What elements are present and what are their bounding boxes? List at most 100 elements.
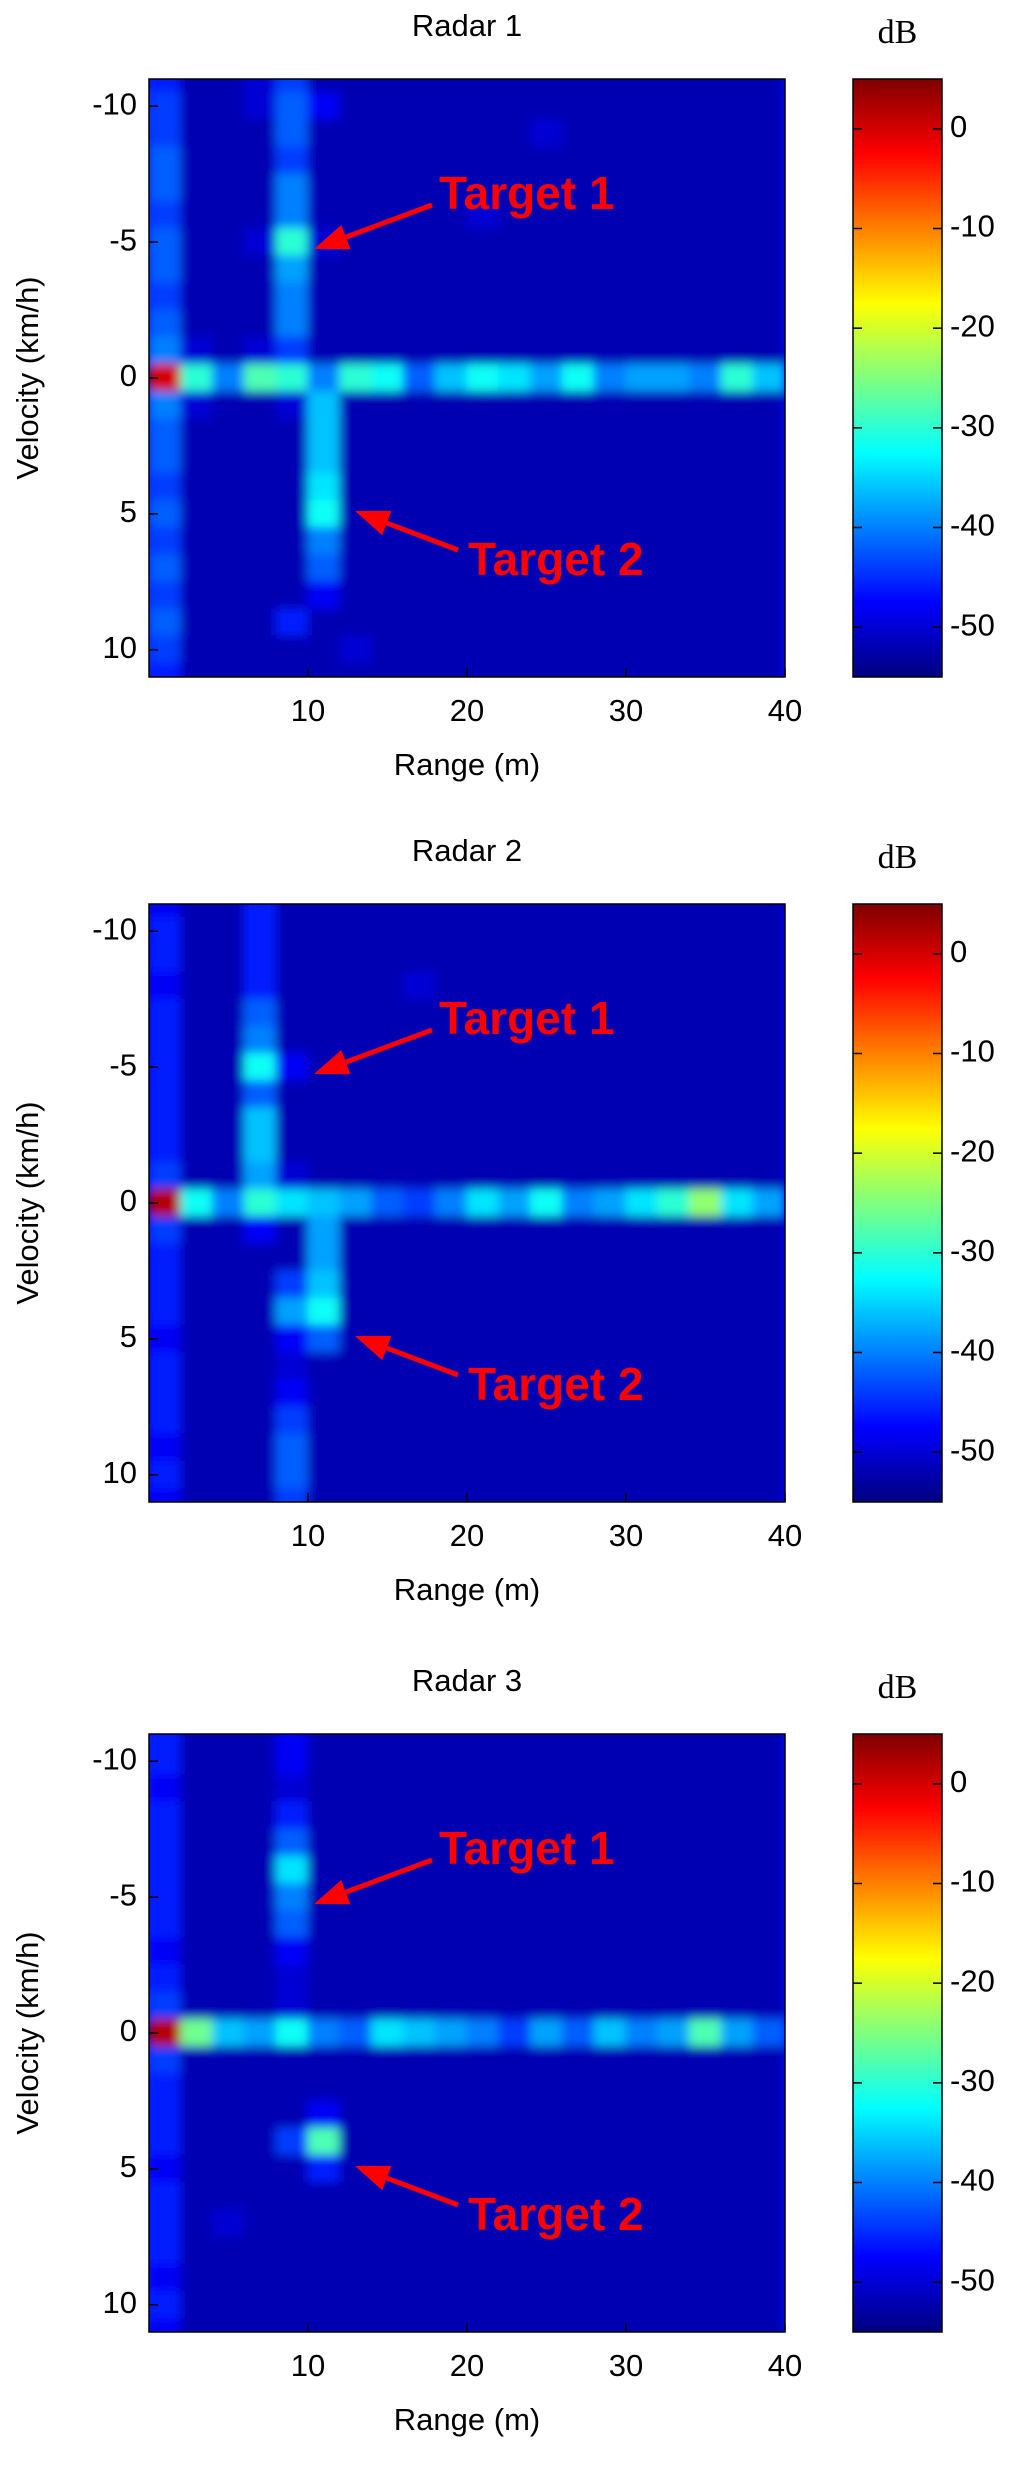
heatmap-cell (752, 2317, 785, 2332)
heatmap-cell (307, 554, 341, 583)
heatmap-cell (149, 119, 182, 148)
heatmap-cell (530, 1828, 563, 1857)
heatmap-cell (371, 228, 404, 257)
heatmap-cell (561, 499, 595, 528)
heatmap-cell (466, 608, 500, 637)
heatmap-cell (307, 1297, 341, 1326)
heatmap-cell (339, 2317, 373, 2332)
heatmap-cell (720, 635, 754, 664)
heatmap-cell (752, 635, 785, 664)
heatmap-cell (434, 1734, 468, 1749)
heatmap-cell (371, 309, 404, 338)
heatmap-cell (657, 1747, 691, 1776)
heatmap-cell (275, 309, 309, 338)
heatmap-cell (466, 2317, 500, 2332)
heatmap-cell (307, 2263, 341, 2292)
heatmap-cell (371, 472, 404, 501)
heatmap-cell (180, 2018, 214, 2048)
heatmap-cell (180, 2317, 214, 2332)
heatmap-cell (275, 2263, 309, 2292)
heatmap-cell (180, 2127, 214, 2156)
heatmap-cell (243, 1297, 277, 1326)
heatmap-cell (466, 2127, 500, 2156)
heatmap-cell (149, 944, 182, 973)
heatmap-cell (498, 2209, 532, 2238)
heatmap-cell (434, 1324, 468, 1353)
heatmap-cell (243, 363, 277, 393)
colorbar-tick-label: -20 (950, 1963, 995, 1998)
heatmap-cell (180, 2263, 214, 2292)
heatmap-cell (530, 1188, 563, 1218)
heatmap-cell (180, 1216, 214, 1245)
heatmap-cell (593, 1243, 627, 1272)
heatmap-cell (657, 1433, 691, 1462)
heatmap-cell (689, 336, 722, 365)
heatmap-cell (466, 998, 500, 1027)
heatmap-cell (689, 581, 722, 610)
heatmap-cell (530, 282, 563, 311)
heatmap-cell (561, 2290, 595, 2319)
heatmap-cell (339, 1433, 373, 1462)
heatmap-cell (402, 1937, 436, 1966)
heatmap-cell (498, 2263, 532, 2292)
colorbar (852, 78, 943, 678)
heatmap-cell (339, 1910, 373, 1939)
heatmap-cell (212, 971, 245, 1000)
heatmap-cell (530, 2100, 563, 2129)
heatmap-cell (720, 173, 754, 202)
heatmap-cell (752, 363, 785, 393)
heatmap-cell (625, 2209, 659, 2238)
heatmap-cell (561, 554, 595, 583)
heatmap-cell (180, 904, 214, 919)
annotation-arrowhead (355, 1335, 392, 1361)
heatmap-cell (212, 904, 245, 919)
heatmap-cell (530, 998, 563, 1027)
heatmap-cell (561, 79, 595, 94)
heatmap-cell (149, 1774, 182, 1803)
heatmap-cell (657, 1243, 691, 1272)
heatmap-cell (402, 363, 436, 393)
heatmap-cell (307, 418, 341, 447)
heatmap-cell (307, 2236, 341, 2265)
heatmap-cell (275, 2046, 309, 2075)
heatmap-cell (275, 635, 309, 664)
heatmap-cell (212, 527, 245, 556)
heatmap-cell (498, 391, 532, 420)
heatmap-cell (625, 1747, 659, 1776)
heatmap-cell (180, 336, 214, 365)
heatmap-cell (243, 2127, 277, 2156)
heatmap-cell (752, 2290, 785, 2319)
heatmap-cell (180, 282, 214, 311)
heatmap-cell (339, 1937, 373, 1966)
heatmap-cell (212, 2182, 245, 2211)
heatmap-cell (371, 554, 404, 583)
heatmap-cell (466, 527, 500, 556)
heatmap-cell (593, 2290, 627, 2319)
heatmap-cell (434, 1134, 468, 1163)
heatmap-cell (530, 336, 563, 365)
heatmap-cell (498, 1910, 532, 1939)
heatmap-cell (243, 200, 277, 229)
heatmap-cell (657, 445, 691, 474)
heatmap-cell (593, 200, 627, 229)
heatmap-cell (434, 1937, 468, 1966)
heatmap-cell (371, 662, 404, 677)
heatmap-cell (466, 79, 500, 94)
heatmap-cell (657, 1216, 691, 1245)
heatmap-cell (275, 1883, 309, 1912)
heatmap-cell (339, 472, 373, 501)
heatmap-cell (593, 418, 627, 447)
heatmap-cell (720, 1161, 754, 1190)
heatmap-cell (720, 2317, 754, 2332)
heatmap-cell (434, 472, 468, 501)
heatmap-cell (561, 173, 595, 202)
heatmap-cell (307, 2154, 341, 2183)
heatmap-cell (371, 2182, 404, 2211)
heatmap-cell (593, 228, 627, 257)
heatmap-cell (657, 79, 691, 94)
heatmap-cell (689, 1487, 722, 1502)
heatmap-cell (561, 1080, 595, 1109)
heatmap-cell (720, 79, 754, 94)
heatmap-cell (498, 917, 532, 946)
heatmap-cell (752, 608, 785, 637)
